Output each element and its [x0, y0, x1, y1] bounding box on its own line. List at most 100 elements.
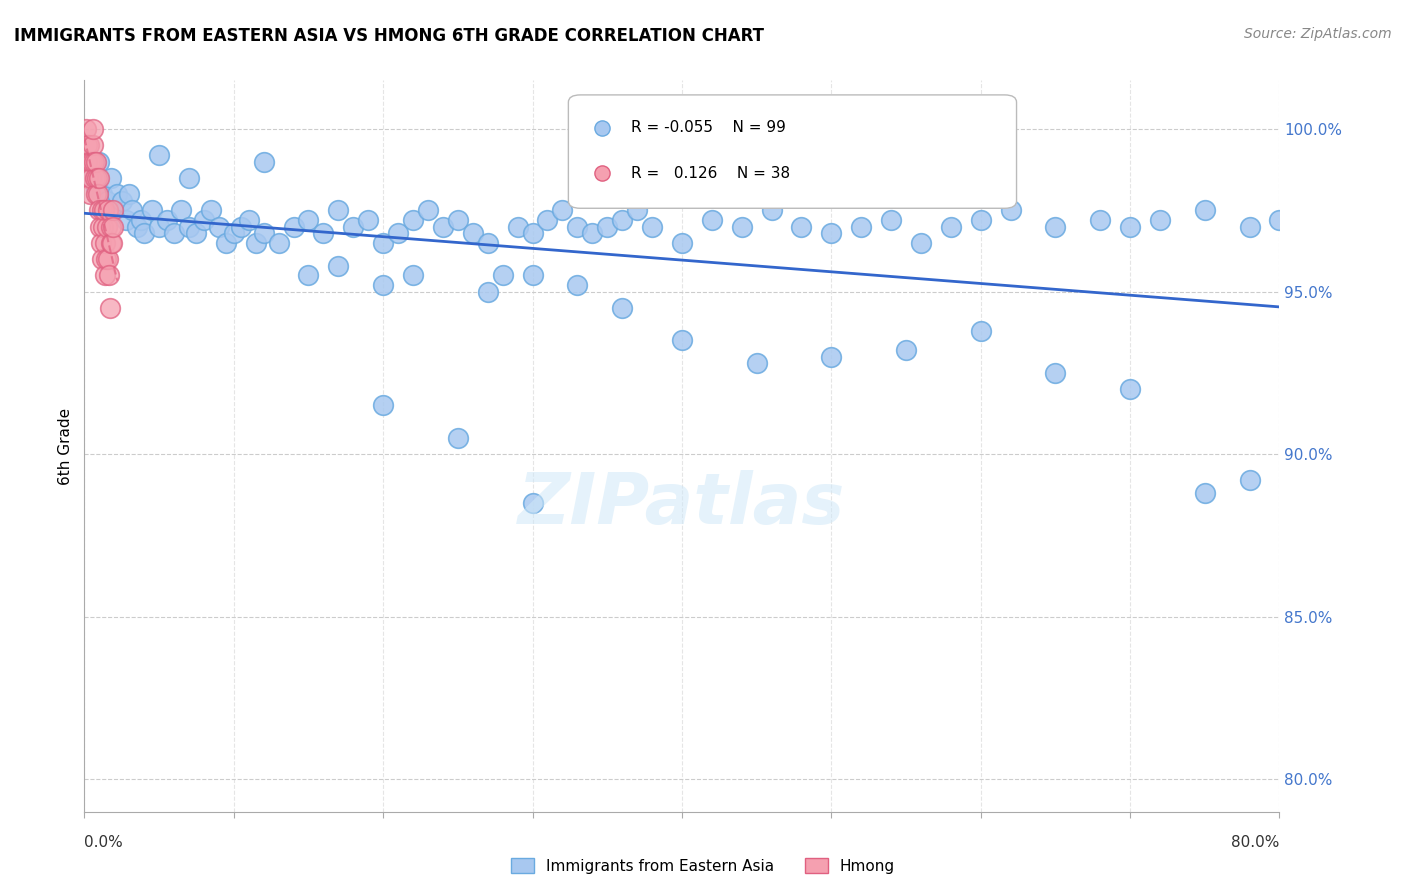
- Point: [312, 226, 335, 240]
- Point: [1088, 213, 1111, 227]
- Point: [82, 122, 104, 136]
- Point: [94, 268, 117, 283]
- Text: R =   0.126    N = 38: R = 0.126 N = 38: [630, 166, 790, 181]
- Point: [328, 203, 350, 218]
- Point: [208, 219, 231, 234]
- Point: [596, 219, 619, 234]
- Point: [641, 219, 664, 234]
- Point: [297, 268, 319, 283]
- Point: [163, 226, 186, 240]
- Point: [82, 138, 104, 153]
- Point: [91, 219, 114, 234]
- Point: [222, 226, 245, 240]
- Point: [80, 170, 103, 185]
- Point: [253, 226, 276, 240]
- Text: Source: ZipAtlas.com: Source: ZipAtlas.com: [1244, 27, 1392, 41]
- Point: [90, 235, 112, 250]
- Point: [1119, 382, 1142, 396]
- Point: [447, 431, 470, 445]
- Point: [79, 154, 101, 169]
- Point: [103, 203, 125, 218]
- Point: [101, 203, 124, 218]
- Point: [100, 170, 122, 185]
- Point: [820, 226, 842, 240]
- Point: [416, 203, 439, 218]
- Point: [342, 219, 364, 234]
- Text: 0.0%: 0.0%: [84, 836, 124, 850]
- Point: [97, 252, 120, 266]
- Point: [83, 170, 105, 185]
- Legend: Immigrants from Eastern Asia, Hmong: Immigrants from Eastern Asia, Hmong: [505, 852, 901, 880]
- Point: [80, 170, 103, 185]
- Point: [105, 187, 128, 202]
- Point: [89, 170, 111, 185]
- Point: [522, 268, 544, 283]
- Point: [76, 138, 98, 153]
- Point: [93, 235, 115, 250]
- Point: [387, 226, 409, 240]
- Point: [849, 219, 872, 234]
- Point: [118, 187, 141, 202]
- Point: [880, 213, 903, 227]
- Point: [328, 259, 350, 273]
- Point: [477, 285, 499, 299]
- Point: [551, 203, 574, 218]
- Point: [86, 154, 108, 169]
- Text: R = -0.055    N = 99: R = -0.055 N = 99: [630, 120, 786, 136]
- Point: [761, 203, 783, 218]
- Point: [700, 213, 723, 227]
- Point: [75, 122, 97, 136]
- Point: [357, 213, 380, 227]
- Point: [1000, 203, 1022, 218]
- Point: [371, 278, 394, 293]
- Point: [790, 219, 813, 234]
- Point: [1194, 486, 1216, 500]
- Point: [432, 219, 454, 234]
- Point: [215, 235, 238, 250]
- Point: [238, 213, 260, 227]
- Point: [132, 226, 156, 240]
- Point: [297, 213, 319, 227]
- Point: [148, 219, 170, 234]
- Point: [98, 268, 121, 283]
- Point: [567, 219, 589, 234]
- Point: [186, 226, 208, 240]
- Point: [177, 170, 200, 185]
- Point: [101, 235, 124, 250]
- Point: [177, 219, 200, 234]
- Point: [91, 252, 114, 266]
- Point: [79, 187, 101, 202]
- Point: [93, 203, 115, 218]
- Text: ZIPatlas: ZIPatlas: [519, 470, 845, 539]
- Point: [477, 235, 499, 250]
- Point: [522, 496, 544, 510]
- Point: [253, 154, 276, 169]
- Point: [447, 213, 470, 227]
- Point: [910, 235, 932, 250]
- Point: [84, 187, 107, 202]
- Point: [100, 219, 122, 234]
- Point: [506, 219, 529, 234]
- Point: [581, 226, 603, 240]
- Point: [283, 219, 305, 234]
- Point: [671, 235, 693, 250]
- Point: [83, 154, 105, 169]
- Point: [90, 203, 112, 218]
- Point: [86, 180, 108, 194]
- FancyBboxPatch shape: [568, 95, 1017, 209]
- Text: IMMIGRANTS FROM EASTERN ASIA VS HMONG 6TH GRADE CORRELATION CHART: IMMIGRANTS FROM EASTERN ASIA VS HMONG 6T…: [14, 27, 763, 45]
- Point: [129, 213, 152, 227]
- Point: [96, 194, 118, 208]
- Point: [111, 194, 134, 208]
- Point: [87, 203, 110, 218]
- Point: [492, 268, 515, 283]
- Point: [1045, 366, 1067, 380]
- Point: [402, 268, 425, 283]
- Point: [231, 219, 253, 234]
- Point: [76, 154, 98, 169]
- Point: [371, 235, 394, 250]
- Point: [155, 213, 177, 227]
- Point: [89, 219, 111, 234]
- Point: [245, 235, 267, 250]
- Point: [148, 148, 170, 162]
